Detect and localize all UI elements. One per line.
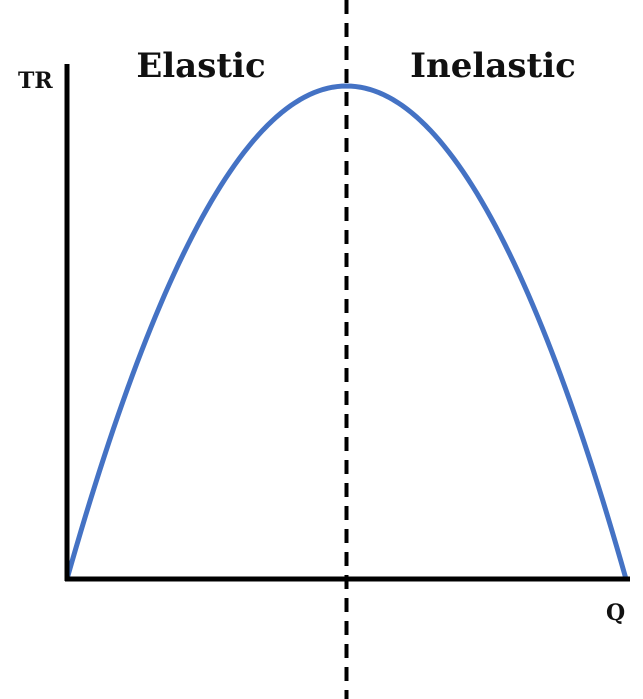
y-axis-label: TR xyxy=(18,68,53,94)
total-revenue-curve xyxy=(64,83,629,582)
elastic-region-label: Elastic xyxy=(136,46,265,86)
x-axis-label: Q xyxy=(606,600,625,626)
inelastic-region-label: Inelastic xyxy=(410,46,576,86)
